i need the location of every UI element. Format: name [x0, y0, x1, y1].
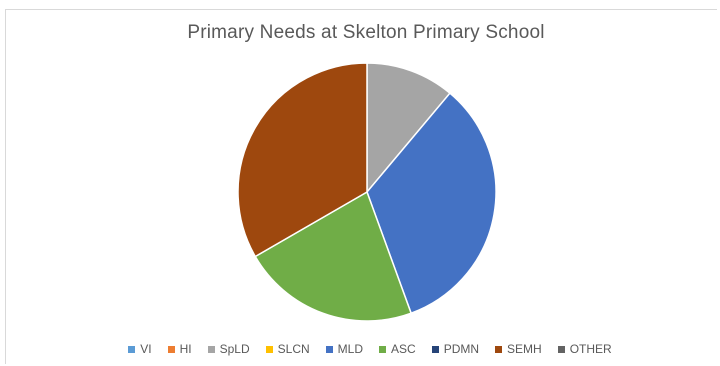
- legend-swatch: [128, 345, 136, 353]
- pie-slice-mld: [366, 92, 497, 315]
- legend-item-asc: ASC: [379, 342, 416, 356]
- pie-slice-semh: [237, 62, 368, 258]
- legend-swatch: [325, 345, 333, 353]
- legend-swatch: [557, 345, 565, 353]
- legend-label: OTHER: [569, 342, 612, 356]
- legend-swatch: [265, 345, 273, 353]
- legend-item-pdmn: PDMN: [431, 342, 480, 356]
- legend-swatch: [495, 345, 503, 353]
- legend-swatch: [207, 345, 215, 353]
- legend-item-vi: VI: [128, 342, 152, 356]
- legend-item-slcn: SLCN: [265, 342, 310, 356]
- legend-label: SEMH: [507, 342, 542, 356]
- legend-label: SpLD: [219, 342, 250, 356]
- legend-item-other: OTHER: [557, 342, 612, 356]
- legend-label: ASC: [391, 342, 416, 356]
- legend-swatch: [431, 345, 439, 353]
- legend-item-semh: SEMH: [495, 342, 542, 356]
- legend-label: PDMN: [443, 342, 480, 356]
- chart-frame: [5, 9, 717, 364]
- legend-item-hi: HI: [167, 342, 192, 356]
- pie-slice-spld: [366, 62, 451, 195]
- legend-label: MLD: [337, 342, 364, 356]
- chart-title: Primary Needs at Skelton Primary School: [187, 22, 545, 43]
- legend-swatch: [379, 345, 387, 353]
- legend-swatch: [167, 345, 175, 353]
- legend-label: VI: [140, 342, 152, 356]
- legend-item-spld: SpLD: [207, 342, 250, 356]
- chart-legend: VI HI SpLD SLCN MLD ASC PDMN SEMH OTHER: [0, 342, 720, 356]
- legend-label: HI: [179, 342, 192, 356]
- pie-slice-asc: [254, 190, 413, 322]
- legend-label: SLCN: [277, 342, 310, 356]
- legend-item-mld: MLD: [325, 342, 364, 356]
